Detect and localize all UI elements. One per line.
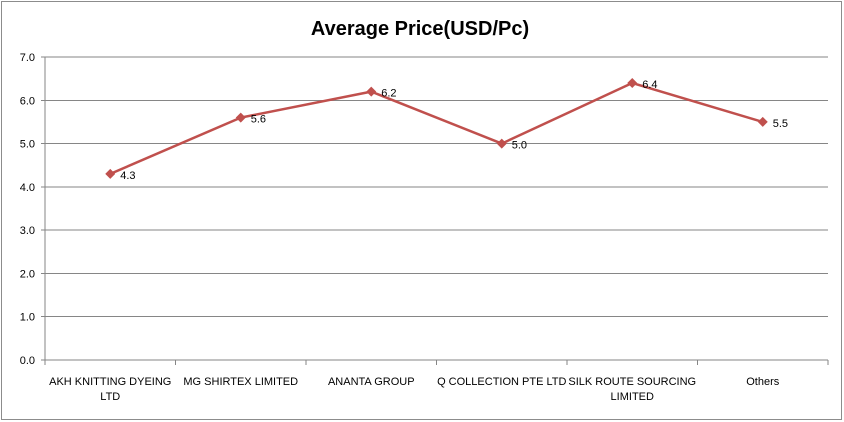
data-label: 4.3 xyxy=(120,170,135,182)
chart-title: Average Price(USD/Pc) xyxy=(311,18,529,40)
x-tick-label: Others xyxy=(746,376,780,388)
data-point-marker xyxy=(627,77,638,88)
series-line xyxy=(109,81,764,176)
x-tick-label: ANANTA GROUP xyxy=(328,376,415,388)
data-label: 5.6 xyxy=(251,114,266,126)
x-tick-label-line: MG SHIRTEX LIMITED xyxy=(183,376,298,388)
labels: 0.0 1.0 2.0 3.0 4.0 5.0 6.0 7.0 AKH KNITTING DYE… xyxy=(20,52,788,403)
data-label: 6.4 xyxy=(642,79,657,91)
x-tick-label-line: Q COLLECTION PTE LTD xyxy=(437,376,566,388)
y-tick-label: 7.0 xyxy=(20,52,35,64)
series-layer xyxy=(105,77,768,179)
y-tick-label: 2.0 xyxy=(20,268,35,280)
y-tick-label: 1.0 xyxy=(20,312,35,324)
x-tick-label-line: LTD xyxy=(100,391,120,403)
data-point-marker xyxy=(366,86,377,97)
data-label: 5.5 xyxy=(773,118,788,130)
data-point-marker xyxy=(496,138,507,149)
x-tick-label: SILK ROUTE SOURCING LIMITED xyxy=(568,376,696,403)
x-tick-label: MG SHIRTEX LIMITED xyxy=(183,376,298,388)
data-point-marker xyxy=(757,116,768,127)
y-tick-label: 3.0 xyxy=(20,225,35,237)
x-tick-label: AKH KNITTING DYEING LTD xyxy=(49,376,171,403)
data-label: 5.0 xyxy=(512,140,527,152)
y-tick-label: 5.0 xyxy=(20,139,35,151)
data-label: 6.2 xyxy=(381,88,396,100)
y-tick-label: 6.0 xyxy=(20,95,35,107)
axes xyxy=(41,56,829,365)
y-tick-label: 0.0 xyxy=(20,355,35,367)
y-tick-label: 4.0 xyxy=(20,182,35,194)
x-tick-label-line: AKH KNITTING DYEING xyxy=(49,376,171,388)
x-tick-label-line: ANANTA GROUP xyxy=(328,376,415,388)
x-tick-label-line: SILK ROUTE SOURCING xyxy=(568,376,696,388)
data-point-marker xyxy=(235,112,246,123)
x-tick-label: Q COLLECTION PTE LTD xyxy=(437,376,566,388)
data-point-marker xyxy=(105,168,116,179)
gridlines xyxy=(45,56,828,318)
x-tick-label-line: Others xyxy=(746,376,780,388)
x-tick-label-line: LIMITED xyxy=(611,391,654,403)
